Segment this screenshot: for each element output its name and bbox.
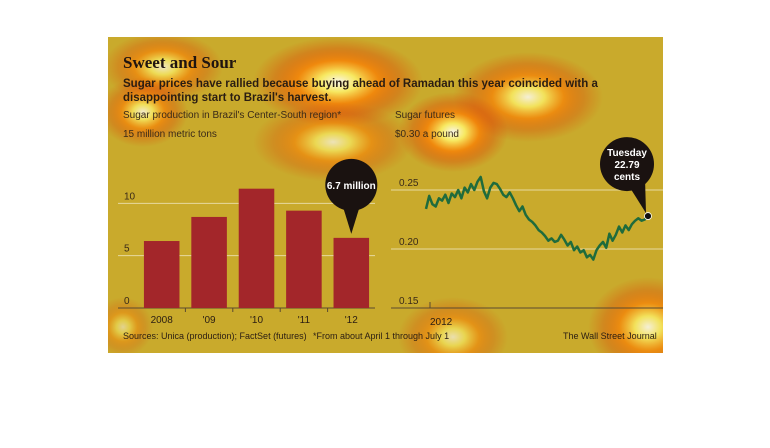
futures-callout-bubble	[600, 137, 654, 192]
heat-spot	[108, 77, 188, 147]
sources-note: Sources: Unica (production); FactSet (fu…	[123, 331, 307, 341]
line-y-tick-label: 0.15	[399, 296, 419, 307]
line-x-tick-label: 2012	[430, 317, 453, 328]
footnote: *From about April 1 through July 1	[313, 331, 450, 341]
bar-x-tick-label: '11	[298, 315, 311, 326]
futures-chart-title: Sugar futures	[395, 110, 456, 121]
production-chart-title: Sugar production in Brazil's Center-Sout…	[123, 110, 342, 121]
heat-spot	[253, 37, 423, 127]
heat-spot	[398, 92, 508, 172]
futures-callout-text: Tuesday	[607, 148, 647, 159]
bar-callout-text: 6.7 million	[327, 181, 376, 192]
bar-y-tick-label: 10	[124, 191, 136, 202]
heat-spot	[398, 297, 508, 353]
bar	[238, 188, 275, 308]
bar	[191, 216, 227, 308]
production-unit-label: 15 million metric tons	[123, 129, 217, 140]
charts-layer: 0 5 10 2008 '09 '10 '11 '12 6.7 million 0.15 0.20 0…	[118, 137, 663, 328]
heat-spot	[253, 102, 413, 182]
bar	[333, 237, 370, 308]
futures-callout-pointer	[629, 178, 646, 214]
bar-y-tick-label: 5	[124, 244, 130, 255]
heat-spot	[108, 297, 153, 353]
bar	[143, 241, 180, 308]
heat-spot	[588, 277, 663, 353]
bar-x-tick-label: '12	[345, 315, 358, 326]
chart-card: 0 5 10 2008 '09 '10 '11 '12 6.7 million 0.15 0.20 0…	[108, 37, 663, 353]
heatmap-overlay	[108, 37, 663, 353]
futures-callout-text: 22.79	[614, 160, 639, 171]
bar-x-tick-label: '09	[203, 315, 216, 326]
chart-subtitle: Sugar prices have rallied because buying…	[123, 78, 598, 104]
bar-x-tick-label: '10	[250, 315, 263, 326]
futures-unit-label: $0.30 a pound	[395, 129, 459, 140]
futures-end-point	[644, 212, 652, 220]
bar	[286, 210, 322, 308]
line-y-tick-label: 0.25	[399, 178, 419, 189]
line-y-tick-label: 0.20	[399, 237, 419, 248]
bar-x-tick-label: 2008	[151, 315, 174, 326]
futures-line	[424, 175, 649, 261]
credit-line: The Wall Street Journal	[563, 331, 657, 341]
bar-y-tick-label: 0	[124, 296, 130, 307]
bar-callout-bubble	[325, 158, 378, 211]
bar-callout-pointer	[343, 207, 360, 234]
chart-title: Sweet and Sour	[123, 53, 237, 72]
futures-callout-text: cents	[614, 172, 641, 183]
